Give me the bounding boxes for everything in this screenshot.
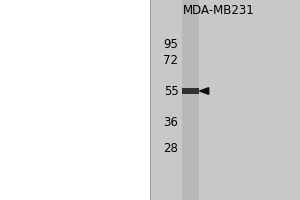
- Bar: [182, 0, 199, 200]
- Text: 72: 72: [164, 53, 178, 66]
- Text: 28: 28: [164, 142, 178, 156]
- Text: 55: 55: [164, 85, 178, 98]
- Text: MDA-MB231: MDA-MB231: [183, 3, 255, 17]
- Polygon shape: [200, 88, 209, 94]
- Bar: [182, 88, 199, 94]
- Bar: [150, 0, 300, 200]
- Text: 95: 95: [164, 38, 178, 50]
- Text: 36: 36: [164, 116, 178, 130]
